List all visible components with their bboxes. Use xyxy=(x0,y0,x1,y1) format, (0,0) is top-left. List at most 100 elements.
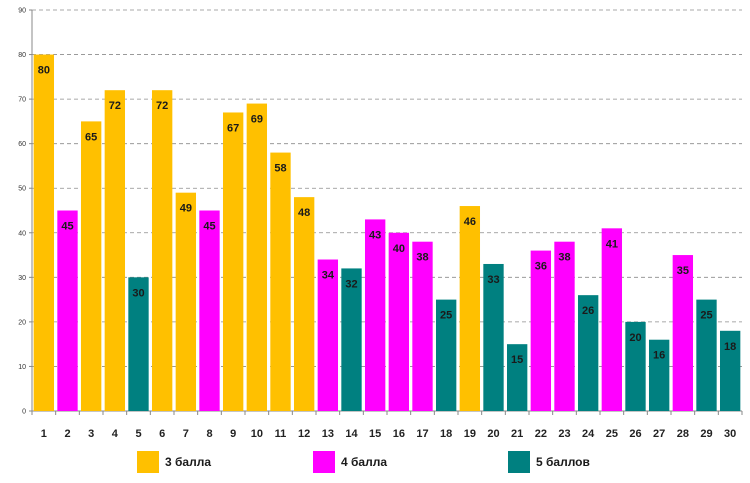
bar-28 xyxy=(672,255,694,411)
y-tick-labels: 0 10 20 30 40 50 60 70 80 90 xyxy=(18,8,26,416)
data-label-17: 38 xyxy=(416,252,428,264)
bar-5 xyxy=(128,277,149,411)
legend-label-3-balla: 3 балла xyxy=(165,455,212,469)
bar-17 xyxy=(412,241,433,411)
x-tick-label-3: 3 xyxy=(88,428,94,440)
legend-label-4-balla: 4 балла xyxy=(341,455,388,469)
bar-7 xyxy=(175,192,197,411)
data-label-30: 18 xyxy=(724,341,736,353)
x-tick-label-23: 23 xyxy=(558,428,570,440)
data-label-16: 40 xyxy=(393,243,405,255)
data-label-11: 58 xyxy=(274,163,286,175)
legend-item-3-balla: 3 балла xyxy=(137,449,211,475)
bar-20 xyxy=(483,263,504,411)
x-tick-label-2: 2 xyxy=(64,428,70,440)
data-label-8: 45 xyxy=(203,221,215,233)
legend-item-4-balla: 4 балла xyxy=(313,449,387,475)
y-tick-label: 70 xyxy=(18,97,26,104)
data-label-3: 65 xyxy=(85,131,97,143)
bar-19 xyxy=(459,206,481,411)
x-tick-label-14: 14 xyxy=(345,428,358,440)
data-label-7: 49 xyxy=(180,203,192,215)
x-tick-label-25: 25 xyxy=(606,428,618,440)
x-tick-label-11: 11 xyxy=(275,428,287,440)
data-label-25: 41 xyxy=(606,238,618,250)
data-label-21: 15 xyxy=(511,354,523,366)
data-labels: 80 45 65 72 30 72 49 45 67 69 58 48 34 32 43 40 38 25 46 33… xyxy=(38,65,737,367)
x-tick-label-13: 13 xyxy=(322,428,334,440)
data-label-5: 30 xyxy=(132,287,144,299)
x-tick-label-20: 20 xyxy=(487,428,499,440)
data-label-6: 72 xyxy=(156,100,168,112)
bar-30 xyxy=(719,330,741,411)
bar-3 xyxy=(80,121,102,411)
data-label-29: 25 xyxy=(700,310,712,322)
bars xyxy=(33,54,741,412)
data-label-13: 34 xyxy=(322,270,335,282)
x-tick-label-29: 29 xyxy=(700,428,712,440)
data-label-15: 43 xyxy=(369,229,381,241)
bar-16 xyxy=(388,232,410,411)
bar-26 xyxy=(625,321,646,411)
bar-24 xyxy=(577,295,599,411)
data-label-10: 69 xyxy=(251,114,263,126)
x-tick-label-9: 9 xyxy=(230,428,236,440)
x-tick-label-18: 18 xyxy=(440,428,452,440)
y-tick-label: 0 xyxy=(22,409,26,416)
data-label-27: 16 xyxy=(653,350,665,362)
legend-item-5-ballov: 5 баллов xyxy=(508,449,590,475)
x-tick-label-10: 10 xyxy=(251,428,263,440)
data-label-9: 67 xyxy=(227,122,239,134)
bar-6 xyxy=(151,90,173,411)
x-tick-label-12: 12 xyxy=(298,428,310,440)
x-tick-label-19: 19 xyxy=(464,428,476,440)
bar-12 xyxy=(293,197,315,411)
y-tick-label: 30 xyxy=(18,275,26,282)
bar-25 xyxy=(601,228,623,411)
bar-11 xyxy=(270,152,291,411)
x-tick-label-30: 30 xyxy=(724,428,736,440)
bar-14 xyxy=(341,268,362,411)
data-label-22: 36 xyxy=(535,261,547,273)
data-label-28: 35 xyxy=(677,265,689,277)
x-tick-label-5: 5 xyxy=(135,428,141,440)
bar-29 xyxy=(696,299,717,411)
bar-9 xyxy=(222,112,244,411)
x-tick-label-1: 1 xyxy=(41,428,47,440)
bar-1 xyxy=(33,54,55,412)
bar-chart: 8045657230724945676958483432434038254633… xyxy=(18,8,743,440)
x-tick-label-4: 4 xyxy=(112,428,119,440)
data-label-26: 20 xyxy=(629,332,641,344)
x-tick-label-22: 22 xyxy=(535,428,547,440)
y-tick-label: 10 xyxy=(18,364,26,371)
bar-8 xyxy=(199,210,220,411)
axes xyxy=(29,9,743,415)
legend-swatch-4-balla xyxy=(313,451,335,473)
y-tick-label: 20 xyxy=(18,319,26,326)
bar-2 xyxy=(57,210,78,411)
y-tick-label: 60 xyxy=(18,141,26,148)
x-tick-label-15: 15 xyxy=(369,428,381,440)
bar-23 xyxy=(554,241,575,411)
x-tick-labels: 1 2 3 4 5 6 7 8 9 10 11 12 13 14 15 16 17 18 19 20 21 22 23 24 2… xyxy=(41,428,737,440)
x-tick-label-28: 28 xyxy=(677,428,689,440)
bar-22 xyxy=(530,250,552,411)
x-tick-label-27: 27 xyxy=(653,428,665,440)
x-tick-label-26: 26 xyxy=(629,428,641,440)
data-label-23: 38 xyxy=(558,252,570,264)
x-tick-label-21: 21 xyxy=(511,428,523,440)
data-label-18: 25 xyxy=(440,310,452,322)
x-tick-label-17: 17 xyxy=(416,428,428,440)
x-tick-label-7: 7 xyxy=(183,428,189,440)
bar-18 xyxy=(435,299,457,411)
bar-10 xyxy=(246,103,268,411)
bar-13 xyxy=(317,259,339,411)
data-label-20: 33 xyxy=(487,274,499,286)
y-tick-label: 80 xyxy=(18,52,26,59)
data-label-24: 26 xyxy=(582,305,594,317)
data-label-4: 72 xyxy=(109,100,121,112)
x-tick-label-24: 24 xyxy=(582,428,595,440)
bar-15 xyxy=(364,219,386,411)
data-label-2: 45 xyxy=(61,221,73,233)
data-label-12: 48 xyxy=(298,207,310,219)
